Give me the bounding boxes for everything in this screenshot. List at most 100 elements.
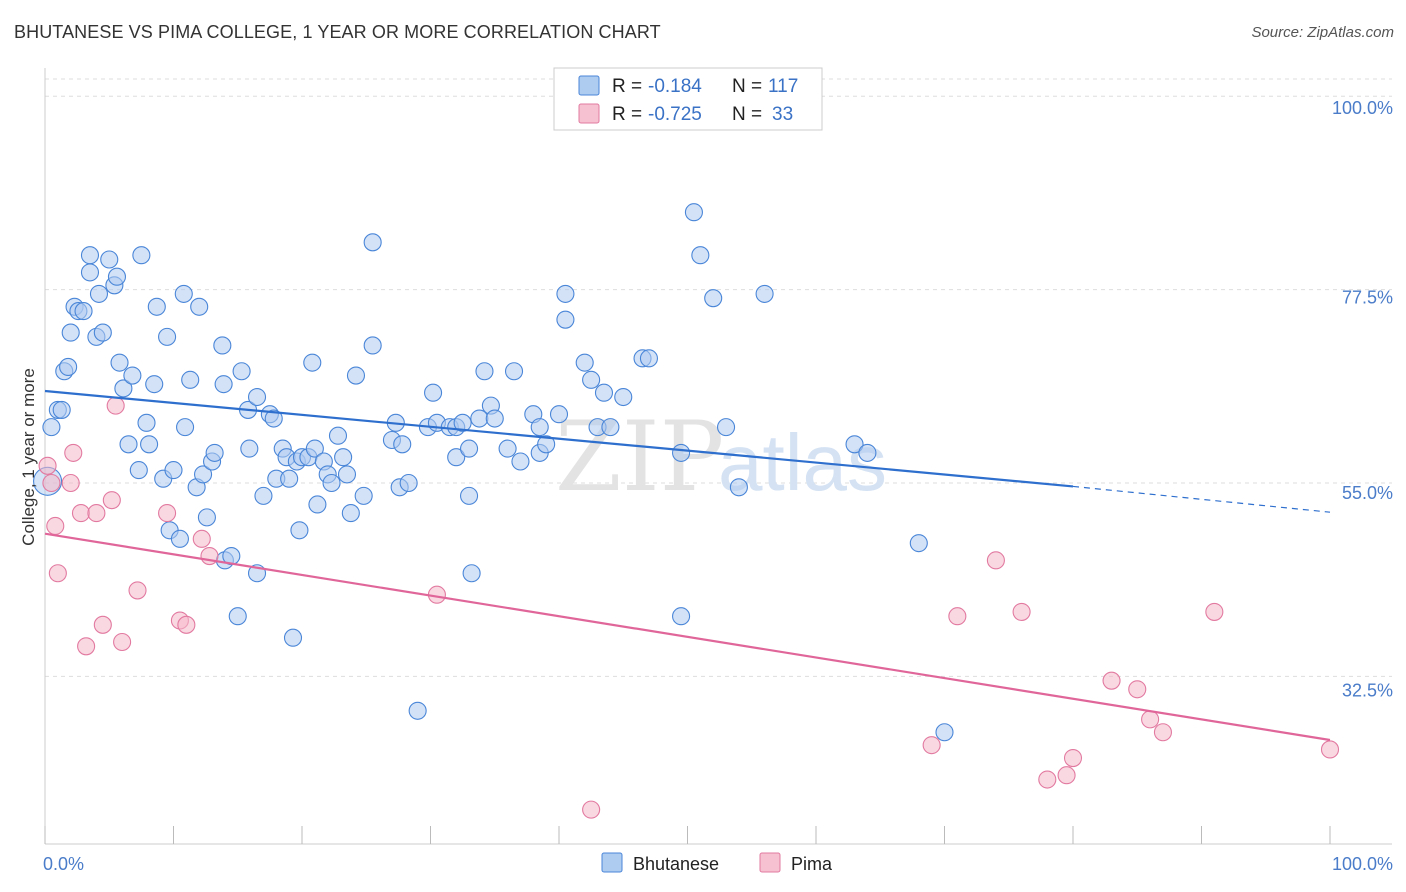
legend-n-label-bhutanese: N = (732, 76, 762, 97)
pima-point-14 (158, 504, 177, 523)
watermark: ZIP atlas (555, 401, 887, 513)
bhutanese-point-102 (530, 418, 549, 437)
bottom-legend-label-pima: Pima (791, 854, 833, 874)
y-tick-label-2: 77.5% (1342, 288, 1393, 308)
bhutanese-point-9 (80, 263, 100, 282)
bottom-legend-swatch-bhutanese (601, 852, 623, 873)
bhutanese-point-118 (691, 246, 710, 265)
pima-point-28 (1102, 671, 1121, 690)
bhutanese-point-117 (684, 203, 703, 222)
bhutanese-point-31 (170, 529, 189, 548)
pima-point-26 (1057, 766, 1076, 785)
bhutanese-point-48 (240, 439, 259, 458)
bhutanese-point-65 (308, 495, 327, 514)
legend-n-value-bhutanese: 117 (768, 76, 798, 97)
bhutanese-point-64 (305, 439, 324, 458)
bhutanese-point-70 (334, 448, 353, 467)
bhutanese-point-25 (145, 375, 164, 394)
bhutanese-point-21 (129, 461, 148, 480)
pima-point-10 (102, 491, 121, 510)
bhutanese-point-94 (475, 362, 494, 381)
bhutanese-point-112 (614, 387, 633, 407)
bhutanese-point-120 (716, 418, 736, 437)
bhutanese-point-73 (346, 366, 366, 385)
bhutanese-point-4 (59, 357, 78, 376)
bhutanese-point-69 (328, 426, 348, 445)
pima-point-4 (61, 473, 80, 493)
bhutanese-point-96 (485, 409, 504, 428)
bhutanese-point-14 (100, 250, 119, 269)
bhutanese-point-104 (549, 405, 569, 424)
x-tick-labels: 0.0% 100.0% (43, 854, 1393, 874)
legend-r-label-pima: R = (612, 104, 642, 125)
bhutanese-point-115 (672, 443, 691, 462)
bhutanese-point-114 (639, 349, 659, 368)
bhutanese-point-32 (174, 284, 193, 303)
bhutanese-point-41 (213, 336, 232, 355)
bhutanese-point-12 (89, 284, 109, 303)
pima-point-8 (87, 504, 106, 523)
bhutanese-point-84 (424, 383, 443, 402)
legend: R = -0.184 N = 117 R = -0.725 N = 33 (553, 67, 823, 131)
pima-point-3 (48, 564, 67, 583)
trend-line-bhutanese (44, 389, 1074, 488)
bhutanese-point-30 (164, 461, 183, 480)
trend-lines (44, 389, 1331, 742)
bhutanese-point-40 (205, 443, 224, 462)
legend-r-label-bhutanese: R = (612, 76, 642, 97)
bhutanese-point-20 (123, 366, 142, 385)
y-tick-label-3: 100.0% (1332, 98, 1393, 118)
bhutanese-point-34 (181, 370, 200, 389)
bhutanese-point-16 (107, 267, 127, 286)
bhutanese-point-97 (498, 439, 517, 458)
pima-point-29 (1128, 680, 1147, 699)
bhutanese-point-53 (264, 409, 283, 428)
bhutanese-point-42 (214, 375, 233, 394)
pima-point-12 (113, 632, 132, 652)
bhutanese-point-0 (42, 418, 61, 437)
bhutanese-point-99 (511, 452, 530, 471)
bhutanese-point-91 (459, 486, 479, 505)
bhutanese-point-24 (140, 435, 159, 454)
pima-point-16 (177, 615, 196, 634)
bhutanese-point-19 (119, 435, 138, 454)
legend-r-value-pima: -0.725 (648, 104, 702, 125)
bhutanese-point-57 (280, 469, 299, 488)
bhutanese-point-92 (462, 564, 481, 583)
bhutanese-point-122 (755, 284, 774, 303)
bhutanese-point-2 (52, 400, 71, 419)
y-tick-labels: 32.5% 55.0% 77.5% 100.0% (1332, 98, 1393, 700)
bhutanese-point-90 (459, 439, 479, 458)
y-tick-label-1: 55.0% (1342, 483, 1393, 503)
bhutanese-point-37 (194, 465, 213, 484)
bhutanese-point-13 (93, 323, 112, 342)
pima-point-0 (38, 456, 57, 475)
pima-point-7 (77, 637, 96, 656)
bhutanese-point-68 (322, 473, 341, 493)
legend-n-label-pima: N = (732, 104, 762, 125)
y-axis-title: College, 1 year or more (19, 368, 38, 546)
bhutanese-point-125 (909, 534, 928, 553)
bhutanese-point-22 (132, 246, 151, 265)
bhutanese-point-108 (582, 370, 601, 389)
bhutanese-point-74 (354, 486, 373, 505)
pima-point-24 (1012, 602, 1031, 621)
bhutanese-point-18 (114, 379, 133, 398)
bhutanese-point-58 (283, 628, 303, 647)
pima-point-17 (192, 529, 211, 548)
x-tick-label-0: 0.0% (43, 854, 84, 874)
axes (44, 68, 1392, 845)
bhutanese-point-63 (303, 353, 322, 372)
bottom-legend-swatch-pima (759, 852, 781, 873)
bhutanese-point-17 (110, 353, 129, 372)
bhutanese-point-107 (575, 353, 594, 372)
bhutanese-point-89 (453, 413, 472, 432)
pima-point-25 (1038, 770, 1057, 789)
bhutanese-point-75 (363, 336, 382, 355)
bhutanese-point-49 (247, 387, 267, 407)
x-tick-label-1: 100.0% (1332, 854, 1393, 874)
y-tick-label-0: 32.5% (1342, 680, 1393, 700)
pima-point-9 (93, 615, 112, 634)
pima-point-32 (1205, 602, 1224, 621)
bhutanese-point-45 (228, 607, 247, 626)
